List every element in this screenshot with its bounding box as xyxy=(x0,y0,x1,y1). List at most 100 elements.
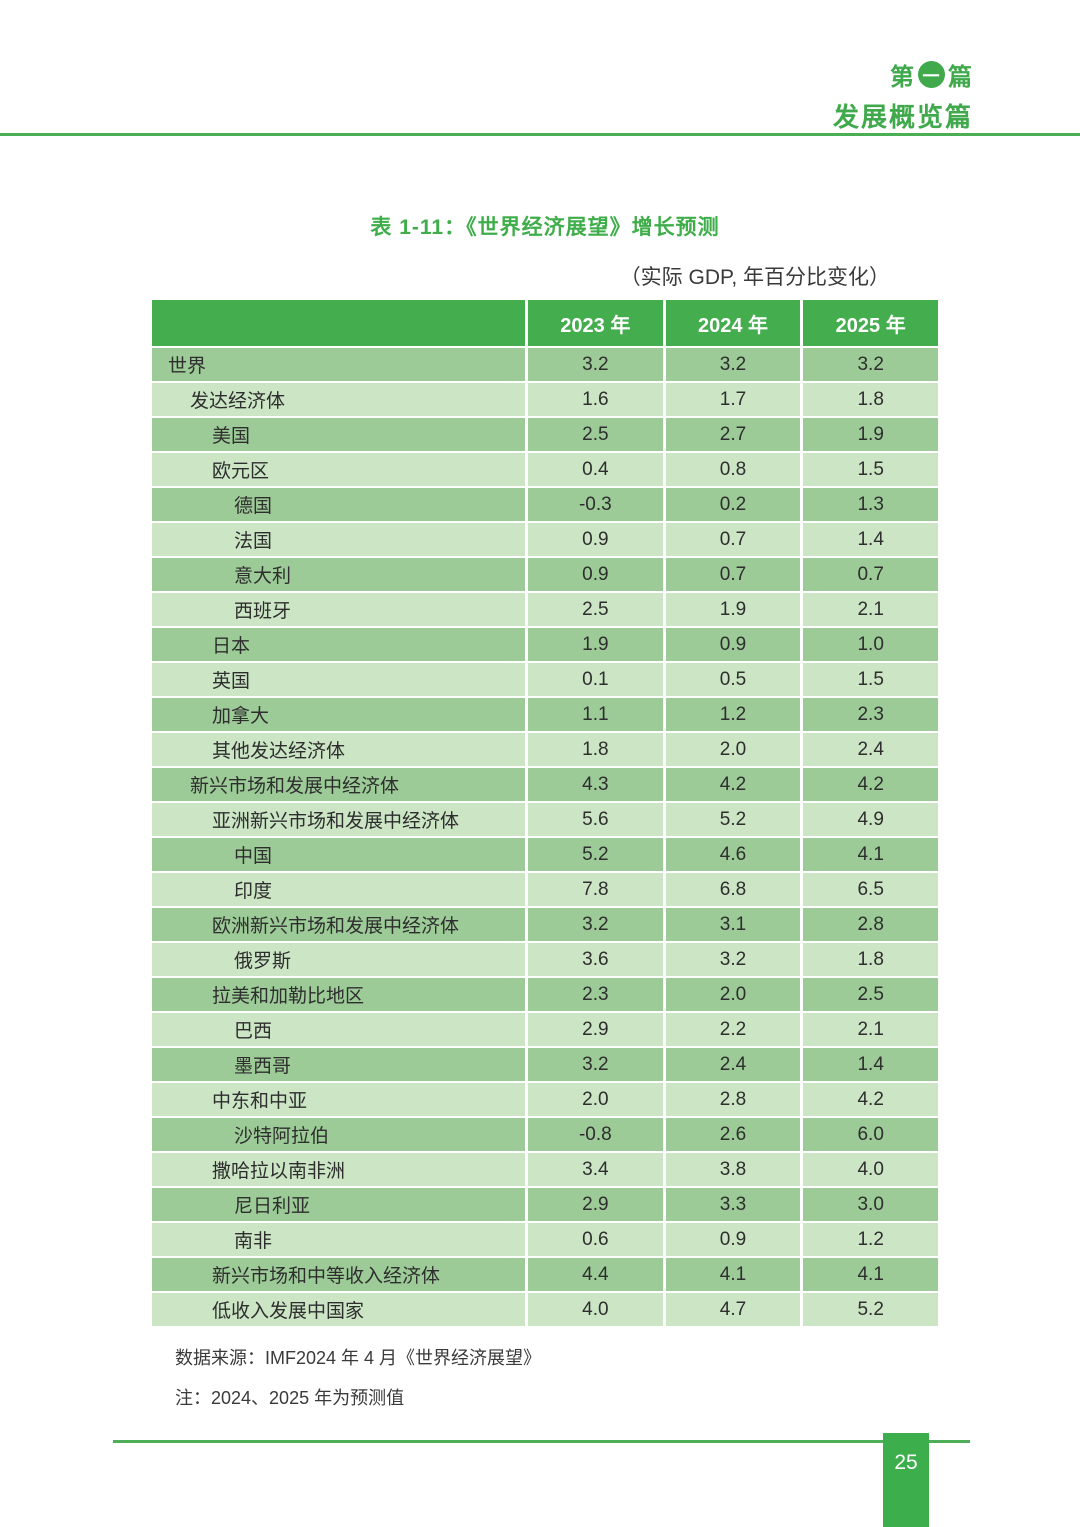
row-value: 4.0 xyxy=(800,1153,938,1186)
row-value: 1.5 xyxy=(800,663,938,696)
part-number: 一 xyxy=(922,67,941,86)
row-value: 2.0 xyxy=(525,1083,663,1116)
row-value: 1.2 xyxy=(662,698,801,731)
row-value: 5.2 xyxy=(525,838,663,871)
row-value: 6.5 xyxy=(800,873,938,906)
table-row: 沙特阿拉伯 -0.8 2.6 6.0 xyxy=(152,1118,938,1151)
row-label: 法国 xyxy=(234,531,273,552)
table-row: 加拿大 1.1 1.2 2.3 xyxy=(152,698,938,731)
row-value: 1.8 xyxy=(800,943,938,976)
row-value: 2.3 xyxy=(800,698,938,731)
row-value: 2.1 xyxy=(800,1013,938,1046)
row-label: 西班牙 xyxy=(234,601,292,622)
part-number-circle-icon: 一 xyxy=(918,61,945,88)
row-value: 6.0 xyxy=(800,1118,938,1151)
row-value: 5.2 xyxy=(662,803,801,836)
row-label: 中国 xyxy=(234,846,273,867)
row-label: 意大利 xyxy=(234,566,292,587)
row-value: -0.3 xyxy=(525,488,663,521)
row-value: 3.2 xyxy=(525,348,663,381)
table-row: 拉美和加勒比地区 2.3 2.0 2.5 xyxy=(152,978,938,1011)
row-value: 3.2 xyxy=(662,348,801,381)
row-value: 1.9 xyxy=(662,593,801,626)
row-value: 0.9 xyxy=(662,1223,801,1256)
row-label: 日本 xyxy=(212,636,251,657)
table-header-year-2025: 2025 年 xyxy=(800,300,938,346)
row-value: 2.7 xyxy=(662,418,801,451)
row-value: 2.8 xyxy=(662,1083,801,1116)
row-value: 3.1 xyxy=(662,908,801,941)
row-label: 撒哈拉以南非洲 xyxy=(212,1161,346,1182)
table-row: 新兴市场和发展中经济体 4.3 4.2 4.2 xyxy=(152,768,938,801)
table-row: 亚洲新兴市场和发展中经济体 5.6 5.2 4.9 xyxy=(152,803,938,836)
table-row: 法国 0.9 0.7 1.4 xyxy=(152,523,938,556)
row-value: 5.2 xyxy=(800,1293,938,1326)
table-header-label-cell xyxy=(152,300,525,346)
forecast-note: 注：2024、2025 年为预测值 xyxy=(175,1388,405,1408)
table-subtitle: （实际 GDP, 年百分比变化） xyxy=(619,266,890,289)
row-label: 德国 xyxy=(234,496,273,517)
header-divider xyxy=(0,133,1080,136)
row-value: 4.1 xyxy=(662,1258,801,1291)
row-label: 巴西 xyxy=(234,1021,273,1042)
row-value: 4.6 xyxy=(662,838,801,871)
row-value: 2.2 xyxy=(662,1013,801,1046)
row-value: 5.6 xyxy=(525,803,663,836)
page-number: 25 xyxy=(894,1451,918,1474)
table-row: 发达经济体 1.6 1.7 1.8 xyxy=(152,383,938,416)
table-body: 世界 3.2 3.2 3.2 发达经济体 1.6 1.7 1.8 美国 2.5 2.7 1.9 欧元区 0… xyxy=(152,348,938,1326)
row-value: 1.9 xyxy=(800,418,938,451)
row-value: 0.4 xyxy=(525,453,663,486)
table-row: 德国 -0.3 0.2 1.3 xyxy=(152,488,938,521)
row-label: 低收入发展中国家 xyxy=(212,1301,365,1322)
row-value: 2.4 xyxy=(662,1048,801,1081)
table-row: 世界 3.2 3.2 3.2 xyxy=(152,348,938,381)
table-row: 英国 0.1 0.5 1.5 xyxy=(152,663,938,696)
row-label: 印度 xyxy=(234,881,273,902)
row-value: 4.2 xyxy=(800,768,938,801)
row-value: 3.2 xyxy=(662,943,801,976)
row-label: 其他发达经济体 xyxy=(212,741,346,762)
page-number-tab: 25 xyxy=(883,1433,929,1527)
row-value: 0.8 xyxy=(662,453,801,486)
section-title: 发展概览篇 xyxy=(832,102,973,132)
row-value: 2.5 xyxy=(525,593,663,626)
table-row: 中国 5.2 4.6 4.1 xyxy=(152,838,938,871)
page-header: 第 一 篇 发展概览篇 xyxy=(833,57,973,134)
row-value: 1.0 xyxy=(800,628,938,661)
row-value: 4.2 xyxy=(662,768,801,801)
row-value: 2.4 xyxy=(800,733,938,766)
table-row: 低收入发展中国家 4.0 4.7 5.2 xyxy=(152,1293,938,1326)
part-title-prefix: 第 xyxy=(890,64,915,91)
row-value: 4.2 xyxy=(800,1083,938,1116)
table-header-row: 2023 年 2024 年 2025 年 xyxy=(152,300,938,346)
table-row: 巴西 2.9 2.2 2.1 xyxy=(152,1013,938,1046)
row-value: 1.9 xyxy=(525,628,663,661)
row-value: 4.3 xyxy=(525,768,663,801)
row-value: 0.6 xyxy=(525,1223,663,1256)
row-label: 南非 xyxy=(234,1231,273,1252)
row-value: 2.0 xyxy=(662,733,801,766)
table-row: 俄罗斯 3.6 3.2 1.8 xyxy=(152,943,938,976)
table-title: 表 1-11：《世界经济展望》增长预测 xyxy=(370,216,720,239)
row-value: 1.5 xyxy=(800,453,938,486)
row-value: 3.8 xyxy=(662,1153,801,1186)
row-value: 3.2 xyxy=(525,1048,663,1081)
row-value: 2.0 xyxy=(662,978,801,1011)
table-row: 墨西哥 3.2 2.4 1.4 xyxy=(152,1048,938,1081)
row-value: 1.1 xyxy=(525,698,663,731)
row-value: 1.2 xyxy=(800,1223,938,1256)
row-value: 1.8 xyxy=(800,383,938,416)
row-label: 世界 xyxy=(168,356,207,377)
table-row: 新兴市场和中等收入经济体 4.4 4.1 4.1 xyxy=(152,1258,938,1291)
table-header-year-2023: 2023 年 xyxy=(525,300,663,346)
row-label: 新兴市场和发展中经济体 xyxy=(190,776,400,797)
row-value: 1.3 xyxy=(800,488,938,521)
row-value: 6.8 xyxy=(662,873,801,906)
row-label: 俄罗斯 xyxy=(234,951,292,972)
row-value: 4.7 xyxy=(662,1293,801,1326)
row-value: 0.9 xyxy=(525,523,663,556)
row-label: 中东和中亚 xyxy=(212,1091,308,1112)
row-label: 新兴市场和中等收入经济体 xyxy=(212,1266,441,1287)
